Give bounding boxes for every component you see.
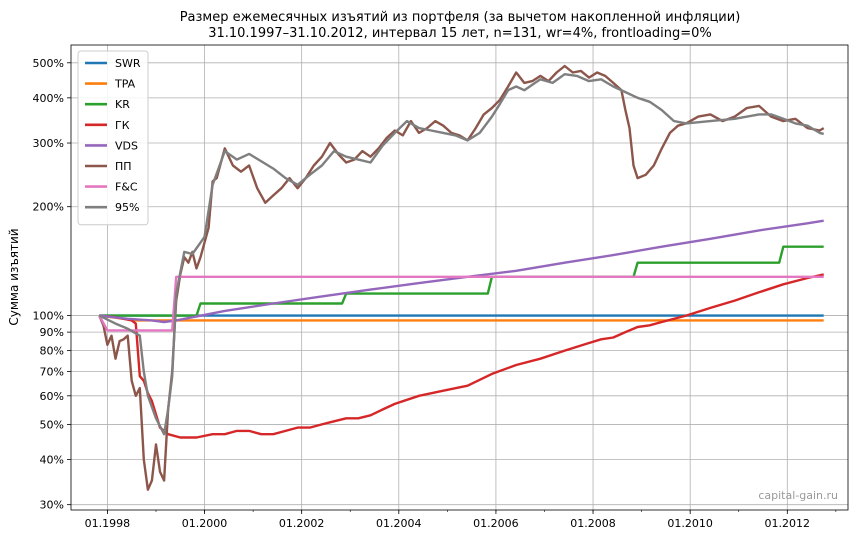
legend: SWR TPA KR ГК VDS ПП F&C 95%	[77, 50, 149, 226]
grid	[71, 45, 848, 510]
x-tick-label: 01.2010	[667, 517, 713, 530]
series-line-гк	[99, 273, 824, 439]
legend-label: 95%	[115, 201, 139, 214]
legend-label: VDS	[115, 139, 138, 152]
y-tick-label: 50%	[40, 418, 64, 431]
chart-title: Размер ежемесячных изъятий из портфеля (…	[180, 10, 741, 25]
series-line-kr	[99, 245, 824, 317]
series-line-vds	[99, 219, 824, 324]
tick-labels: 01.1998 01.2000 01.2002 01.2004 01.2006 01.20…	[33, 57, 837, 530]
series-line-95	[98, 73, 824, 436]
legend-label: ПП	[115, 160, 132, 173]
y-tick-label: 90%	[40, 326, 64, 339]
y-axis-label: Сумма изъятий	[7, 228, 21, 325]
y-tick-label: 500%	[33, 57, 64, 70]
series-line-пп	[98, 64, 825, 491]
x-tick-label: 01.2004	[376, 517, 422, 530]
legend-box	[77, 50, 149, 226]
y-tick-label: 100%	[33, 310, 64, 323]
x-tick-label: 01.2012	[765, 517, 811, 530]
y-tick-label: 200%	[33, 201, 64, 214]
series-lines	[98, 64, 825, 491]
y-tick-label: 400%	[33, 92, 64, 105]
y-tick-label: 80%	[40, 345, 64, 358]
y-tick-label: 300%	[33, 137, 64, 150]
x-tick-label: 01.2000	[182, 517, 228, 530]
legend-label: F&C	[115, 181, 138, 194]
legend-label: SWR	[115, 57, 141, 70]
plot-frame	[70, 44, 849, 511]
y-tick-label: 40%	[40, 453, 64, 466]
x-tick-label: 01.2006	[473, 517, 519, 530]
legend-label: TPA	[114, 78, 136, 91]
y-tick-label: 30%	[40, 499, 64, 512]
x-tick-label: 01.1998	[85, 517, 131, 530]
watermark: capital-gain.ru	[758, 489, 838, 502]
y-tick-label: 70%	[40, 366, 64, 379]
legend-label: ГК	[115, 119, 130, 132]
x-tick-label: 01.2008	[570, 517, 616, 530]
chart-subtitle: 31.10.1997–31.10.2012, интервал 15 лет, …	[208, 26, 712, 41]
y-tick-label: 60%	[40, 390, 64, 403]
legend-label: KR	[115, 98, 130, 111]
series-line-f-c	[98, 275, 824, 332]
x-tick-label: 01.2002	[279, 517, 325, 530]
